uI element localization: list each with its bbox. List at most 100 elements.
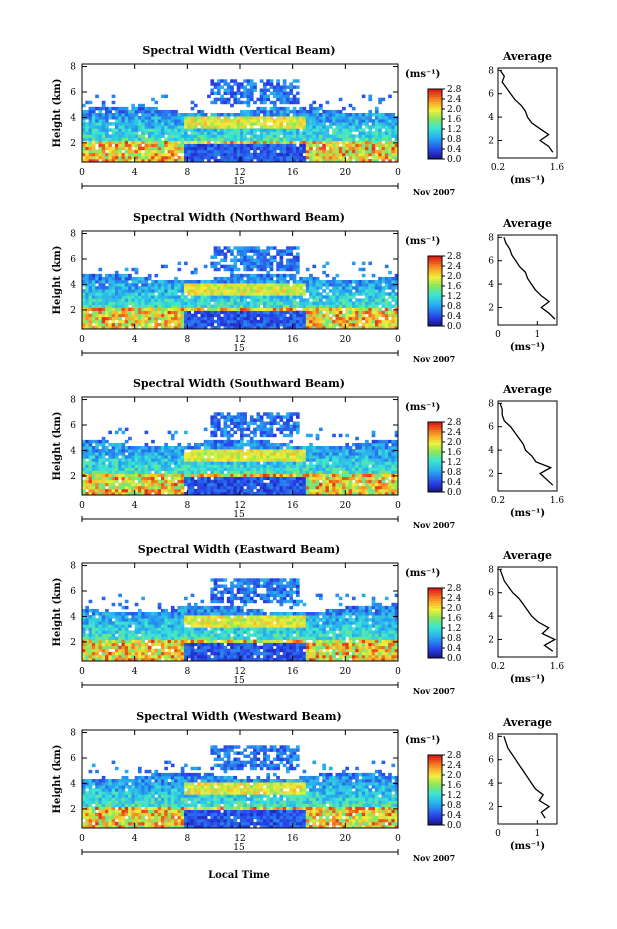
- heatmap-cell: [200, 286, 205, 290]
- heatmap-cell: [85, 310, 89, 315]
- heatmap-cell: [118, 319, 122, 324]
- heatmap-cell: [381, 286, 386, 290]
- heatmap-cell: [289, 325, 294, 330]
- heatmap-cell: [351, 149, 356, 154]
- avg-x-tick-label: 0.2: [491, 163, 505, 173]
- heatmap-cell: [249, 325, 254, 330]
- heatmap-cell: [286, 442, 290, 447]
- heatmap-cell: [167, 295, 172, 299]
- heatmap-cell: [174, 286, 178, 290]
- heatmap-cell: [279, 446, 284, 450]
- heatmap-cell: [269, 298, 274, 302]
- heatmap-cell: [269, 295, 274, 299]
- heatmap-cell: [243, 325, 247, 330]
- heatmap-cell: [95, 488, 99, 493]
- heatmap-cell: [151, 467, 155, 471]
- heatmap-cell: [381, 155, 386, 160]
- heatmap-cell: [295, 427, 300, 432]
- colorbar-tick-label: 0.0: [447, 155, 462, 165]
- heatmap-cell: [236, 467, 241, 471]
- heatmap-cell: [91, 452, 96, 456]
- heatmap-cell: [368, 304, 373, 308]
- heatmap-cell: [88, 134, 93, 138]
- heatmap-cell: [118, 470, 122, 474]
- heatmap-cell: [233, 307, 238, 312]
- heatmap-cell: [111, 283, 116, 287]
- heatmap-cell: [177, 467, 182, 471]
- heatmap-cell: [134, 491, 139, 496]
- heatmap-cell: [216, 134, 221, 138]
- heatmap-cell: [220, 449, 224, 453]
- heatmap-cell: [170, 316, 175, 321]
- heatmap-cell: [167, 116, 172, 120]
- heatmap-cell: [230, 280, 234, 284]
- colorbar-segment: [428, 273, 442, 277]
- heatmap-cell: [378, 122, 382, 126]
- heatmap-cell: [184, 295, 188, 299]
- heatmap-cell: [328, 155, 333, 160]
- heatmap-cell: [101, 106, 106, 111]
- heatmap-cell: [272, 146, 277, 151]
- heatmap-cell: [345, 122, 350, 126]
- heatmap-cell: [368, 322, 373, 327]
- heatmap-cell: [147, 307, 152, 312]
- heatmap-cell: [315, 152, 320, 157]
- heatmap-cell: [118, 122, 122, 126]
- heatmap-cell: [200, 304, 205, 308]
- heatmap-cell: [240, 424, 244, 429]
- heatmap-cell: [365, 149, 369, 154]
- heatmap-cell: [141, 482, 145, 487]
- heatmap-cell: [95, 273, 99, 278]
- heatmap-cell: [230, 91, 234, 96]
- heatmap-cell: [368, 140, 373, 145]
- heatmap-cell: [154, 152, 159, 157]
- heatmap-cell: [292, 292, 297, 296]
- heatmap-cell: [243, 261, 247, 266]
- heatmap-cell: [154, 143, 159, 148]
- heatmap-cell: [210, 79, 215, 83]
- heatmap-cell: [246, 488, 251, 493]
- heatmap-cell: [118, 128, 122, 132]
- heatmap-cell: [108, 128, 113, 132]
- heatmap-cell: [230, 322, 234, 327]
- heatmap-cell: [249, 255, 254, 259]
- heatmap-cell: [246, 325, 251, 330]
- heatmap-cell: [259, 295, 264, 299]
- heatmap-cell: [322, 270, 326, 275]
- heatmap-cell: [338, 316, 343, 321]
- heatmap-cell: [315, 116, 320, 120]
- heatmap-cell: [315, 276, 320, 281]
- heatmap-cell: [272, 125, 277, 129]
- heatmap-cell: [174, 280, 178, 284]
- heatmap-cell: [128, 467, 132, 471]
- heatmap-cell: [263, 304, 267, 308]
- heatmap-cell: [141, 146, 145, 151]
- heatmap-cell: [259, 273, 264, 278]
- heatmap-cell: [137, 119, 142, 123]
- heatmap-cell: [230, 325, 234, 330]
- heatmap-cell: [190, 125, 195, 129]
- heatmap-cell: [292, 146, 297, 151]
- heatmap-cell: [269, 488, 274, 493]
- heatmap-cell: [279, 252, 284, 256]
- heatmap-cell: [249, 316, 254, 321]
- heatmap-cell: [147, 128, 152, 132]
- heatmap-cell: [282, 146, 287, 151]
- heatmap-cell: [266, 433, 271, 438]
- heatmap-cell: [378, 307, 382, 312]
- heatmap-cell: [184, 122, 188, 126]
- heatmap-cell: [266, 313, 271, 318]
- heatmap-cell: [226, 325, 231, 330]
- colorbar-segment: [428, 311, 442, 314]
- heatmap-cell: [230, 310, 234, 315]
- heatmap-cell: [263, 94, 267, 99]
- heatmap-cell: [263, 476, 267, 481]
- heatmap-cell: [263, 488, 267, 493]
- heatmap-cell: [312, 292, 317, 296]
- heatmap-cell: [134, 452, 139, 456]
- heatmap-cell: [82, 122, 86, 126]
- heatmap-cell: [243, 322, 247, 327]
- heatmap-cell: [95, 313, 99, 318]
- heatmap-cell: [193, 316, 198, 321]
- heatmap-cell: [388, 137, 392, 141]
